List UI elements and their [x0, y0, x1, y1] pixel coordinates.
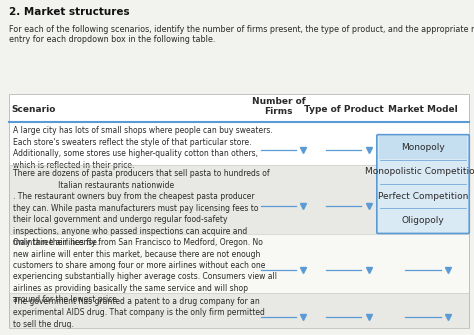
Bar — [379, 136, 467, 159]
Bar — [9, 94, 469, 122]
Text: Type of Product: Type of Product — [304, 105, 383, 114]
Text: There are dozens of pasta producers that sell pasta to hundreds of
             : There are dozens of pasta producers that… — [13, 170, 270, 247]
Text: A large city has lots of small shops where people can buy sweaters.
Each store's: A large city has lots of small shops whe… — [13, 126, 273, 170]
Bar — [9, 293, 469, 328]
Text: Monopoly: Monopoly — [401, 143, 445, 152]
Text: Only three airlines fly from San Francisco to Medford, Oregon. No
new airline wi: Only three airlines fly from San Francis… — [13, 238, 277, 305]
Text: For each of the following scenarios, identify the number of firms present, the t: For each of the following scenarios, ide… — [9, 25, 474, 34]
Text: Scenario: Scenario — [12, 105, 56, 114]
Bar — [9, 165, 469, 234]
Text: Number of
Firms: Number of Firms — [252, 97, 305, 116]
Bar — [9, 94, 469, 328]
Text: Monopolistic Competition: Monopolistic Competition — [365, 168, 474, 177]
Bar — [9, 234, 469, 293]
Text: Oligopoly: Oligopoly — [401, 216, 445, 225]
Text: 2. Market structures: 2. Market structures — [9, 7, 130, 17]
FancyBboxPatch shape — [377, 135, 469, 233]
Text: entry for each dropdown box in the following table.: entry for each dropdown box in the follo… — [9, 35, 216, 44]
Text: Perfect Competition: Perfect Competition — [378, 192, 468, 201]
Text: The government has granted a patent to a drug company for an
experimental AIDS d: The government has granted a patent to a… — [13, 297, 265, 329]
Bar — [9, 122, 469, 165]
Text: Market Model: Market Model — [388, 105, 458, 114]
